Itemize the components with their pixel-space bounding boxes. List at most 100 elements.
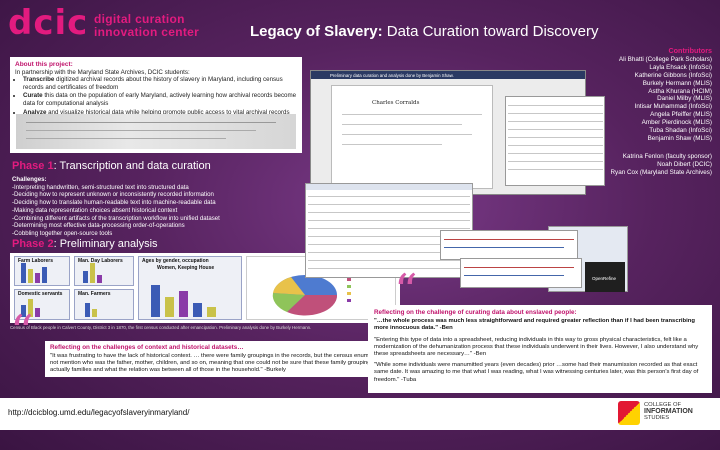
blog-url-link[interactable]: http://dcicblog.umd.edu/legacyofslaveryi… [8, 408, 190, 417]
about-item: Transcribe digitized archival records ab… [23, 76, 297, 91]
challenge-item: -Cobbling together open-source tools [12, 229, 113, 237]
bar [21, 305, 26, 317]
archival-record-image [16, 114, 296, 149]
bar [35, 308, 40, 317]
phase2-title: : Preliminary analysis [53, 238, 158, 250]
contributor: Angela Pfeiffer (MLIS) [650, 111, 712, 119]
sponsor: Katrina Fenlon (faculty sponsor) [622, 152, 712, 160]
about-intro: In partnership with the Maryland State A… [15, 68, 190, 76]
contributor: Daniel Milby (MLIS) [657, 95, 712, 103]
bar [165, 297, 174, 317]
reflection-context: Reflecting on the challenges of context … [45, 341, 400, 377]
contributor: Astha Khurana (HCIM) [648, 87, 712, 95]
college-line: STUDIES [644, 415, 670, 422]
chart-ages-by-gender: Ages by gender, occupation Women, Keepin… [138, 256, 242, 320]
contributor: Tuba Shadan (InfoSci) [649, 127, 712, 135]
bar [85, 303, 90, 317]
screenshot-caption: Preliminary data curation and analysis d… [330, 73, 454, 78]
college-line: COLLEGE OF [644, 402, 682, 408]
logo-line-2: innovation center [94, 25, 200, 39]
phase1-heading: Phase 1: Transcription and data curation [12, 160, 211, 172]
about-box: About this project: In partnership with … [10, 57, 302, 153]
phase1-title: : Transcription and data curation [53, 160, 211, 172]
reflection-quote: "Entering this type of data into a sprea… [374, 336, 699, 358]
challenge-item: -Combining different artifacts of the tr… [12, 214, 220, 222]
chart-sublabel: Women, Keeping House [157, 265, 215, 271]
chart-man-farmers: Man. Farmers [74, 289, 134, 320]
bar [28, 269, 33, 283]
bar [179, 291, 188, 317]
chart-farm-laborers: Farm Laborers [14, 256, 70, 286]
bar [151, 285, 160, 317]
bar [207, 307, 216, 317]
dcic-logo: dcic [8, 3, 89, 43]
bar [193, 303, 202, 317]
phase1-num: Phase 1 [12, 160, 54, 172]
bar [35, 273, 40, 283]
contributor: Benjamin Shaw (MLIS) [647, 134, 712, 142]
chart-domestic-servants: Domestic servants [14, 289, 70, 320]
college-line: INFORMATION [644, 407, 693, 415]
chart-label: Man. Farmers [78, 291, 111, 297]
bar [83, 271, 88, 283]
contributor: Layla Ehsack (InfoSci) [649, 63, 712, 71]
chart-occupations: Occupations [246, 256, 396, 320]
dataset-spreadsheet [305, 183, 473, 278]
phase2-heading: Phase 2: Preliminary analysis [12, 238, 158, 250]
chart-label: Farm Laborers [18, 258, 54, 264]
contributor: Intisar Muhammad (InfoSci) [634, 103, 712, 111]
footer-bar [0, 398, 720, 430]
chart-label: Ages by gender, occupation [142, 258, 209, 264]
xml-screenshot [460, 258, 582, 288]
contributor: Amber Pierdinock (MLIS) [641, 119, 712, 127]
challenges-label: Challenges: [12, 176, 47, 183]
sponsor: Ryan Cox (Maryland State Archives) [610, 168, 713, 176]
about-item: Curate this data on the population of ea… [23, 92, 297, 107]
challenge-item: -Deciding how to represent unknown or in… [12, 191, 214, 199]
chart-man-day-laborers: Man. Day Laborers [74, 256, 134, 286]
bar [90, 263, 95, 283]
contributor: Ali Bhatti (College Park Scholars) [618, 55, 712, 63]
spreadsheet-screenshot [505, 96, 605, 186]
analysis-panel: Farm Laborers Man. Day Laborers Domestic… [10, 253, 400, 323]
about-item-bold: Analyze [23, 108, 47, 116]
reflection-enslaved: Reflecting on the challenge of curating … [368, 305, 712, 393]
bar [97, 275, 102, 283]
sponsor: Noah Dibert (DCIC) [657, 160, 712, 168]
title-rest: Data Curation toward Discovery [382, 23, 599, 40]
bar [21, 263, 26, 283]
challenges-list: Challenges: -Interpreting handwritten, s… [12, 176, 312, 238]
about-item: Analyze and visualize historical data wh… [23, 109, 297, 117]
reflection-quote: "…the whole process was much less straig… [374, 318, 695, 332]
contributor: Burkely Hermann (MLIS) [642, 79, 712, 87]
about-heading: About this project: [15, 61, 73, 68]
chart-label: Man. Day Laborers [78, 258, 123, 264]
logo-line-1: digital curation [94, 12, 185, 26]
reflection-quote: "While some individuals were manumitted … [374, 362, 699, 383]
challenge-item: -Interpreting handwritten, semi-structur… [12, 183, 189, 191]
chart-label: Domestic servants [18, 291, 63, 297]
contributor: Katherine Gibbons (InfoSci) [634, 71, 712, 79]
college-name: COLLEGE OF INFORMATION STUDIES [644, 402, 693, 422]
xml-screenshot [440, 230, 578, 260]
document-name: Charles Corralds [372, 100, 420, 106]
bar [92, 309, 97, 317]
reflection-enslaved-heading: Reflecting on the challenge of curating … [374, 309, 577, 316]
quote-mark-icon: “ [394, 264, 418, 318]
bar [28, 299, 33, 317]
reflection-context-quote: "It was frustrating to have the lack of … [50, 353, 394, 373]
document-viewer: Charles Corralds [331, 85, 493, 189]
phase2-num: Phase 2 [12, 238, 54, 250]
challenge-item: -Determining most effective data-process… [12, 222, 185, 230]
about-item-text: digitized archival records about the his… [23, 76, 283, 91]
contributors: Contributors Ali Bhatti (College Park Sc… [590, 47, 713, 177]
umd-seal-icon [618, 401, 640, 425]
quote-mark-icon: “ [10, 305, 34, 359]
analysis-caption: Census of Black people in Calvert County… [10, 325, 312, 330]
about-item-bold: Curate [23, 92, 43, 100]
bar [42, 267, 47, 283]
openrefine-label: OpenRefine [592, 276, 617, 281]
about-item-text: this data on the population of early Mar… [23, 92, 297, 107]
openrefine-logo [585, 262, 625, 292]
about-item-text: and visualize historical data while help… [46, 108, 290, 116]
